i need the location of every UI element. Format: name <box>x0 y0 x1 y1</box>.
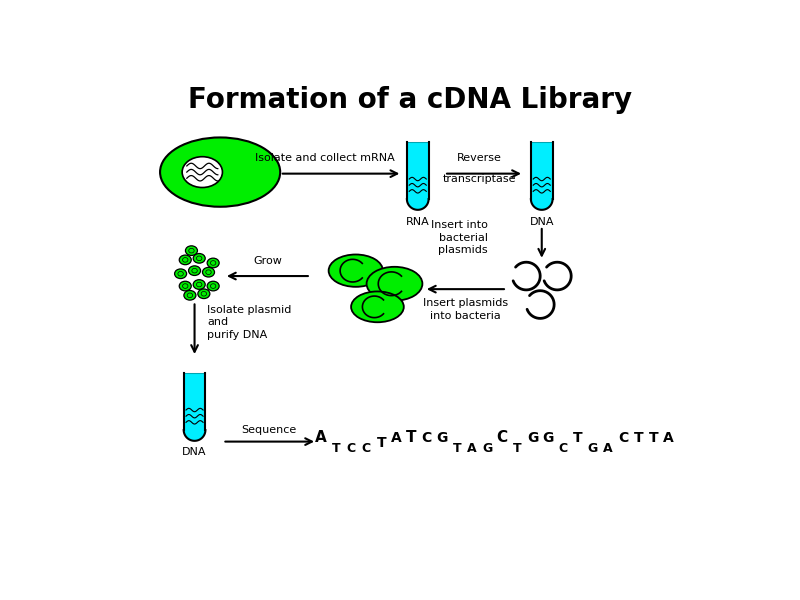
Ellipse shape <box>184 419 206 441</box>
Bar <box>184 373 206 430</box>
Ellipse shape <box>182 157 222 187</box>
Ellipse shape <box>160 137 280 207</box>
Text: C: C <box>558 442 567 455</box>
Text: A: A <box>391 431 402 445</box>
Text: C: C <box>346 442 356 455</box>
Text: T: T <box>332 442 340 455</box>
Ellipse shape <box>184 290 196 300</box>
Text: DNA: DNA <box>530 217 554 227</box>
Ellipse shape <box>189 266 201 275</box>
Text: T: T <box>406 430 417 445</box>
Text: Grow: Grow <box>253 256 282 266</box>
Ellipse shape <box>186 246 198 256</box>
Ellipse shape <box>202 268 214 277</box>
Ellipse shape <box>193 254 206 263</box>
Text: A: A <box>663 431 674 445</box>
Ellipse shape <box>179 255 191 265</box>
Ellipse shape <box>174 269 186 278</box>
Text: C: C <box>422 431 432 445</box>
Text: Isolate and collect mRNA: Isolate and collect mRNA <box>255 153 394 163</box>
Text: G: G <box>526 431 538 445</box>
Text: Sequence: Sequence <box>242 425 297 436</box>
Ellipse shape <box>179 281 191 291</box>
Ellipse shape <box>329 254 383 287</box>
Text: Reverse: Reverse <box>458 153 502 163</box>
Text: G: G <box>436 431 447 445</box>
Text: T: T <box>649 431 658 445</box>
Text: Formation of a cDNA Library: Formation of a cDNA Library <box>188 86 632 114</box>
Text: C: C <box>618 431 628 445</box>
Text: A: A <box>603 442 613 455</box>
Bar <box>531 142 553 199</box>
Text: T: T <box>377 436 386 450</box>
Ellipse shape <box>531 188 553 210</box>
Text: Isolate plasmid
and
purify DNA: Isolate plasmid and purify DNA <box>207 305 291 340</box>
Text: T: T <box>634 431 643 445</box>
Text: Insert plasmids
into bacteria: Insert plasmids into bacteria <box>423 298 508 321</box>
Ellipse shape <box>207 281 219 291</box>
Ellipse shape <box>198 289 210 299</box>
Ellipse shape <box>207 258 219 268</box>
Bar <box>407 142 429 199</box>
Text: A: A <box>315 430 326 445</box>
Text: G: G <box>588 442 598 455</box>
Text: C: C <box>362 442 370 455</box>
Text: C: C <box>497 430 508 445</box>
Ellipse shape <box>351 292 404 322</box>
Text: A: A <box>467 442 477 455</box>
Ellipse shape <box>193 280 206 289</box>
Text: DNA: DNA <box>182 447 206 457</box>
Text: G: G <box>482 442 492 455</box>
Text: RNA: RNA <box>406 217 430 227</box>
Text: T: T <box>573 431 582 445</box>
Text: T: T <box>453 442 462 455</box>
Ellipse shape <box>407 188 429 210</box>
Ellipse shape <box>366 267 422 301</box>
Text: transcriptase: transcriptase <box>443 173 517 184</box>
Text: T: T <box>513 442 522 455</box>
Text: G: G <box>542 431 554 445</box>
Text: Insert into
bacterial
plasmids: Insert into bacterial plasmids <box>430 220 487 255</box>
